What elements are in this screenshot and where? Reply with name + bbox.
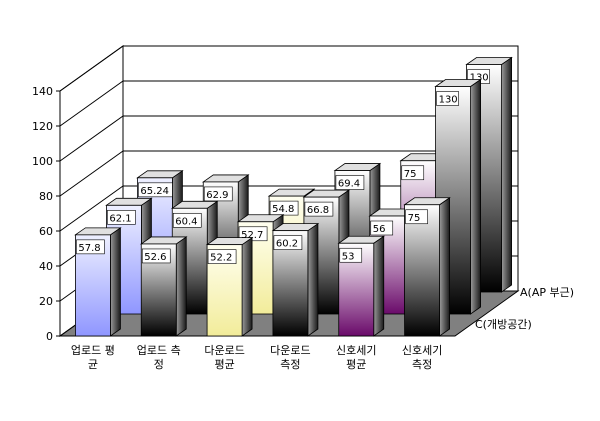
category-label: 다운로드 [270,344,310,357]
bar-side [501,56,512,293]
value-label-box [207,249,237,264]
bar-side [439,196,450,337]
bar-side [307,222,319,337]
gridline-left [59,150,124,197]
bar-side [110,227,121,337]
y-tick-label: 20 [39,295,53,308]
bar-side [175,236,187,337]
value-label-box [141,248,171,264]
category-label: 신호세기 [336,344,376,357]
series-depth-label: A(AP 부근) [520,286,574,299]
value-label: 52.7 [241,230,263,241]
value-label-box [138,182,173,198]
value-label-box [269,200,299,216]
y-tick-label: 40 [39,260,53,273]
y-tick-label: 140 [32,85,53,98]
bar-side [241,236,253,337]
category-label: 정 [154,358,164,371]
value-label: 69.4 [338,179,360,190]
value-label: 130 [439,95,458,106]
value-label: 54.8 [272,204,294,215]
value-label: 62.1 [109,213,131,224]
category-label: 평균 [346,358,366,371]
value-label-box [76,239,105,255]
category-label: 다운로드 [204,344,244,357]
value-label-box [339,247,363,263]
gridline-left [59,45,124,92]
category-label: 평균 [214,358,234,371]
value-label-box [436,91,459,106]
bar-side [373,235,385,337]
category-label: 신호세기 [402,344,442,357]
bar-side [470,78,481,315]
value-label-box [401,165,425,181]
value-label: 75 [408,213,421,224]
y-axis: 0 20 40 60 80 100 120 140 [32,85,61,343]
value-label: 130 [470,73,489,84]
value-label: 60.4 [175,216,197,227]
value-label-box [172,213,202,228]
value-label: 65.24 [140,186,169,197]
value-label-box [335,175,365,190]
value-label: 62.9 [206,190,228,201]
bar: 53 [337,235,386,337]
bar-front [404,204,440,337]
bars: 65.24 62.9 54.8 69.4 75 130 62.1 60.4 52.7 66.8 56… [74,56,513,337]
value-label: 56 [373,224,386,235]
value-label-box [370,220,394,236]
value-label: 53 [342,251,355,262]
y-tick-label: 100 [32,155,53,168]
category-label: 업로드 측 [137,344,181,357]
category-label: 균 [88,358,98,371]
value-label-box [107,210,136,225]
value-label: 57.8 [78,243,100,254]
bar: 57.8 [74,227,122,337]
y-tick-label: 80 [39,190,53,203]
category-label: 측정 [412,358,432,371]
bar: 52.6 [139,236,188,337]
value-label-box [405,209,428,225]
category-label: 측정 [280,358,300,371]
gridline-left [59,185,124,232]
series-depth-label: C(개방공간) [475,318,532,331]
bar: 75 [403,196,451,337]
gridline-left [59,80,124,127]
category-label: 업로드 평 [71,344,115,357]
bar: 60.2 [271,222,320,337]
value-label: 75 [404,169,417,180]
value-label: 52.6 [144,252,166,263]
series-depth-labels: C(개방공간) A(AP 부근) [475,286,574,331]
value-label: 66.8 [307,205,329,216]
gridline-left [59,115,124,162]
value-label: 52.2 [210,253,232,264]
value-label-box [304,201,334,217]
value-label: 60.2 [276,239,298,250]
y-tick-label: 120 [32,120,53,133]
bar: 52.2 [205,236,254,337]
y-tick-label: 60 [39,225,53,238]
value-label-box [273,235,303,250]
y-tick-label: 0 [46,330,53,343]
